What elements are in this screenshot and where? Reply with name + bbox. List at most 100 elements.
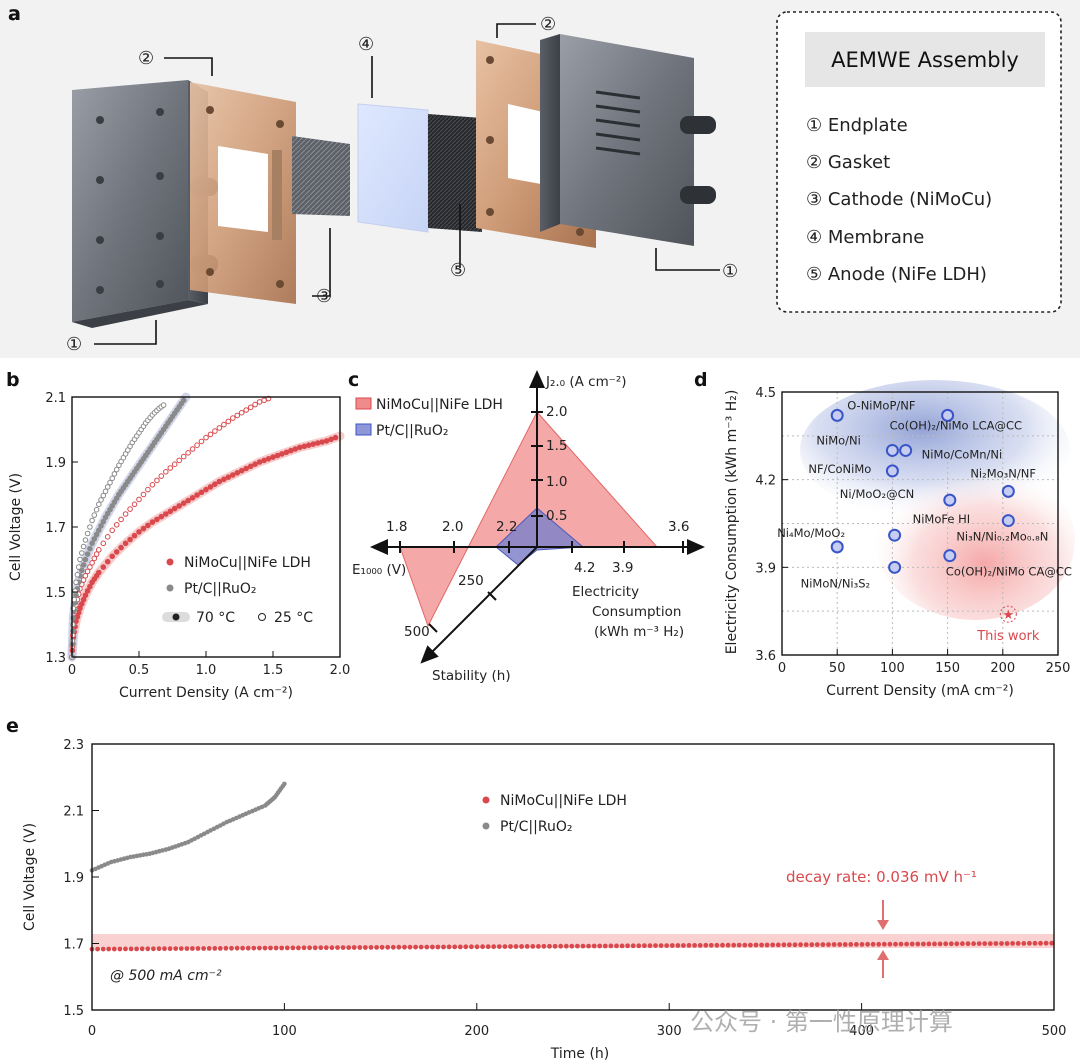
b-point-s0-8-1 [127,536,133,543]
e-point-nimocu-133 [346,945,352,950]
e-point-nimocu-186 [446,944,452,950]
e-point-nimocu-183 [441,944,446,950]
b-ticks: 0 0.5 1.0 1.5 2.0 1.3 1.5 1.7 1.9 2.1 [45,391,350,678]
b-point-s1-10-1 [154,477,160,484]
e-point-nimocu-229 [530,944,536,949]
e-legend-nimocu: NiMoCu||NiFe LDH [500,793,627,809]
b-point-s0-21-1 [301,443,308,450]
anode-mesh-image [428,114,482,232]
c-axis-stab-label: Stability (h) [432,668,511,684]
b-point-s1-13-1 [194,442,200,449]
d-point-label-8: NiMoFe HI [913,512,971,526]
e-condition-annotation: @ 500 mA cm⁻² [110,968,222,984]
c-axis-ec-label-3: (kWh m⁻³ H₂) [594,624,684,640]
b-point-s1-18-0 [256,399,263,405]
d-point-2 [885,443,899,457]
e-point-nimocu-299 [664,943,670,948]
e-point-nimocu-386 [831,942,837,947]
e-point-nimocu-484 [1021,941,1027,946]
b-point-s0-15-0 [216,478,223,485]
e-point-nimocu-142 [363,945,368,950]
b-legend-70c: 70 °C [196,610,235,626]
d-highlight-label: This work [976,629,1040,644]
e-xlabel: Time (h) [550,1046,610,1062]
b-point-s3-8-1 [111,471,118,477]
b-point-s1-7-0 [109,527,115,534]
e-point-nimocu-87 [257,945,262,951]
d-point-label-9: Ni₃N/Ni₀.₂Mo₀.₈N [956,530,1048,544]
e-point-nimocu-365 [792,942,798,948]
b-point-s3-8-0 [109,475,115,482]
e-ytick-label-3: 2.1 [63,805,84,820]
b-point-s1-9-1 [140,491,147,498]
e-ytick-label-1: 1.7 [63,938,84,953]
e-point-nimocu-26 [139,946,145,952]
e-point-nimocu-220 [513,944,519,949]
e-point-nimocu-249 [569,943,575,949]
callouts [94,23,720,345]
e-point-nimocu-244 [558,943,564,949]
d-point-8 [888,528,902,542]
c-tick-j-2.0: 2.0 [546,404,567,420]
b-point-s0-12-1 [180,500,187,507]
e-point-nimocu-435 [926,941,932,947]
b-point-s3-0-2 [70,621,76,628]
b-point-s2-3-2 [80,562,87,568]
e-point-nimocu-3 [95,946,100,952]
d-data-points: O-NiMoP/NF Co(OH)₂/NiMo LCA@CC NiMo/Ni NiMo… [777,398,1072,644]
e-ytick-label-0: 1.5 [63,1004,84,1019]
callout-gasket-right: ② [540,14,556,35]
e-point-nimocu-357 [775,942,781,948]
e-point-nimocu-499 [1049,940,1055,946]
e-point-nimocu-9 [106,946,112,952]
panel-label-a-top: a [8,3,21,25]
b-point-s1-11-2 [171,461,178,468]
c-tick-j-1.0: 1.0 [546,474,567,490]
b-point-s3-4-2 [87,524,93,530]
e-point-nimocu-487 [1027,940,1032,946]
b-point-s0-14-1 [207,484,214,490]
b-point-s0-4-0 [82,592,89,599]
d-xtick-label-2: 100 [880,661,905,676]
b-point-s1-10-0 [149,482,156,488]
e-point-nimocu-293 [653,943,658,948]
b-point-s0-11-0 [163,511,169,517]
b-point-s3-7-0 [102,488,109,495]
b-point-s0-10-2 [158,513,165,520]
e-point-nimocu-493 [1038,940,1043,946]
e-point-nimocu-380 [820,942,826,947]
e-point-nimocu-226 [524,944,530,949]
c-legend-ptc: Pt/C||RuO₂ [376,423,448,439]
b-ytick-label-0: 1.3 [45,651,66,666]
b-point-s2-6-2 [100,518,107,525]
b-legend-marker-nimocu [166,558,174,566]
assembly-title-bg [805,32,1045,87]
e-point-nimocu-444 [943,941,949,947]
e-point-nimocu-162 [402,944,407,950]
e-point-nimocu-160 [396,944,402,950]
b-legend-nimocu: NiMoCu||NiFe LDH [184,555,311,571]
d-point-3 [899,443,913,457]
c-axis-j-label: J₂.₀ (A cm⁻²) [545,374,627,390]
b-point-s0-10-0 [149,519,156,525]
b-xtick-label-0: 0 [68,663,76,678]
b-point-s3-1-2 [72,588,78,594]
e-point-nimocu-174 [424,944,430,950]
e-point-nimocu-84 [251,945,257,951]
b-legend-marker-25c [258,613,266,621]
assembly-title: AEMWE Assembly [831,48,1019,72]
e-point-nimocu-391 [842,942,848,947]
d-point-label-11: Co(OH)₂/NiMo CA@CC [946,565,1072,579]
e-point-nimocu-412 [881,941,887,947]
b-ytick-label-4: 2.1 [45,391,66,406]
e-point-nimocu-461 [976,941,982,946]
e-point-nimocu-354 [770,942,776,948]
e-point-nimocu-438 [932,941,937,947]
b-point-s2-4-2 [87,545,93,552]
b-point-s0-20-2 [292,446,299,452]
e-point-nimocu-455 [965,941,971,947]
e-point-nimocu-496 [1043,940,1049,946]
b-ytick-label-1: 1.5 [45,586,66,601]
panel-label-c: c [348,369,359,391]
